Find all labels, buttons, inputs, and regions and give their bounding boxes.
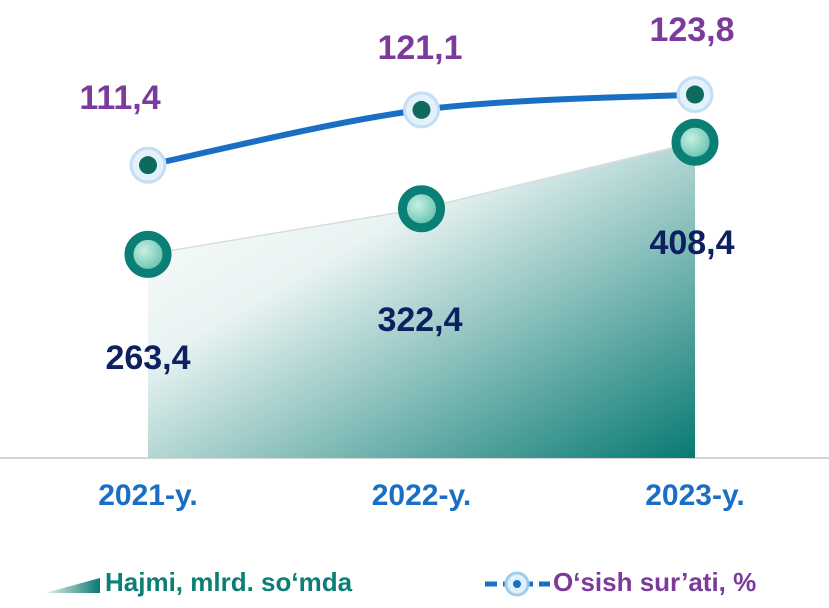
data-label: 111,4 <box>79 79 160 117</box>
line-marker <box>139 156 157 175</box>
line-marker <box>412 100 431 119</box>
data-label: 121,1 <box>377 29 462 67</box>
x-tick-label: 2022-y. <box>372 479 472 512</box>
area-marker <box>124 230 172 278</box>
data-label: 263,4 <box>105 339 190 377</box>
area-marker <box>398 185 445 233</box>
legend-swatch-dot <box>513 580 521 588</box>
data-label: 408,4 <box>649 224 734 262</box>
data-label: 322,4 <box>377 301 462 339</box>
x-tick-label: 2023-y. <box>645 479 745 512</box>
area-marker <box>671 118 719 166</box>
legend-label: Hajmi, mlrd. so‘mda <box>105 567 353 597</box>
legend-label: O‘sish sur’ati, % <box>553 567 756 597</box>
data-label: 123,8 <box>649 11 734 49</box>
area <box>148 142 695 458</box>
x-tick-label: 2021-y. <box>98 479 198 512</box>
line-marker <box>686 85 704 104</box>
legend-swatch <box>45 578 100 593</box>
